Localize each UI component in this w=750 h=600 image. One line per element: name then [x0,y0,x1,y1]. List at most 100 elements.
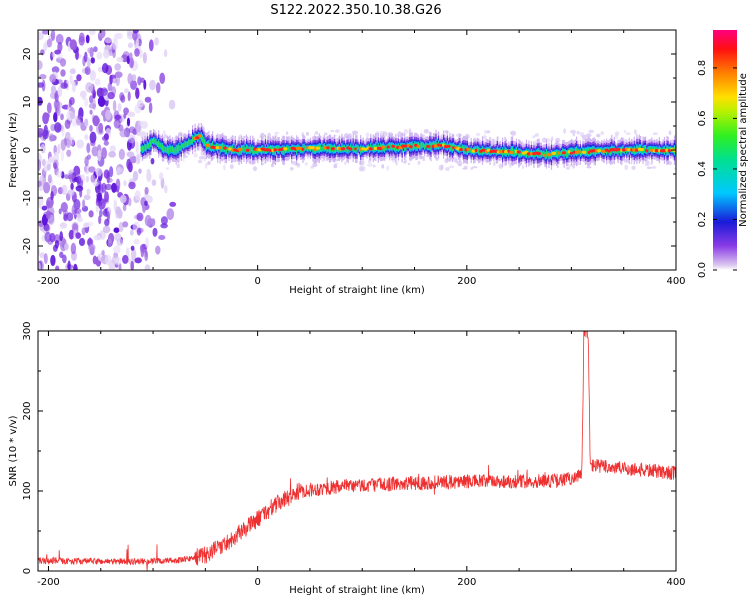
ridge-band [543,151,545,156]
noise-blob [108,83,113,92]
ridge-peak [442,143,445,147]
ridge-peak [404,144,408,148]
ridge-band [650,146,652,152]
noise-blob [60,139,66,151]
noise-blob [42,30,49,35]
noise-blob [252,166,258,172]
noise-blob [127,73,133,85]
ridge-peak [326,146,330,150]
noise-blob [176,163,181,169]
noise-blob [335,129,340,133]
noise-blob [576,130,580,135]
noise-blob [103,49,110,59]
noise-blob [41,79,46,92]
noise-blob [115,32,123,40]
snr-ticks: -200 0 200 400 0 100 200 300 [22,321,686,588]
ridge-band [461,145,463,151]
noise-blob [144,96,152,103]
ridge-peak [290,146,296,150]
ridge-band [179,146,181,151]
noise-blob [142,205,146,213]
ridge-peak [228,147,232,151]
ridge-band [463,146,465,153]
snr-line [38,331,676,571]
noise-blob [324,132,328,136]
ridge-peak [551,151,557,155]
noise-blob [45,210,51,220]
ridge-band [173,148,175,154]
noise-blob [61,239,66,245]
noise-blob [65,138,72,149]
ridge-band [253,148,255,154]
noise-blob [158,235,166,240]
ridge-band [180,143,182,150]
noise-blob [445,167,450,171]
noise-blob [60,69,66,77]
noise-blob [114,256,122,266]
noise-blob [291,160,297,165]
noise-blob [124,88,129,94]
ridge-peak [231,148,234,152]
noise-blob [67,174,76,180]
noise-blob [198,156,204,160]
noise-blob [90,139,96,147]
noise-blob [372,164,376,168]
noise-blob [534,133,539,137]
y-tick-label: 100 [22,481,33,500]
noise-blob [625,132,631,136]
ridge-band [175,146,177,153]
ridge-band [178,144,180,152]
ridge-peak [283,147,288,151]
noise-blob [69,39,77,51]
ridge-band [421,142,423,148]
noise-blob [645,160,650,165]
noise-blob [144,264,151,270]
ridge-peak [604,148,609,152]
noise-blob [130,260,134,270]
noise-blob [204,163,208,169]
x-tick-label: 0 [254,276,260,287]
noise-blob [84,118,89,127]
noise-blob [510,130,517,136]
noise-blob [631,165,636,170]
noise-blob [53,112,58,123]
y-tick-label: 20 [22,48,33,61]
noise-blob [160,216,168,225]
noise-blob [304,162,308,166]
noise-blob [122,221,129,228]
noise-blob [113,227,120,233]
noise-blob [352,130,357,134]
noise-blob [93,181,99,187]
noise-blob [361,166,366,172]
ridge-peak [665,148,669,152]
noise-blob [313,132,319,136]
noise-blob [89,95,94,104]
noise-blob [92,115,100,127]
noise-blob [165,167,169,170]
ridge-peak [529,152,533,156]
noise-blob [96,51,103,60]
ridge-peak [627,148,632,152]
ridge-band [394,145,396,151]
noise-blob [101,147,107,160]
ridge-peak [391,144,396,148]
ridge-band [165,148,167,153]
ridge-peak [386,145,390,149]
ridge-band [184,141,186,147]
noise-blob [73,263,78,270]
noise-blob [132,31,138,41]
ridge-band [478,147,480,154]
noise-blob [532,135,536,139]
noise-blob [132,170,139,182]
noise-blob [144,186,149,195]
ridge-peak [271,148,274,152]
noise-blob [164,184,168,194]
snr-panel: -200 0 200 400 0 100 200 300 Height of straight… [8,321,686,596]
noise-blob [84,165,87,172]
x-tick-label: 200 [457,276,476,287]
noise-blob [127,197,132,207]
noise-blob [444,130,449,134]
ridge-peak [223,146,227,150]
ridge-band [156,142,158,147]
noise-blob [365,132,370,137]
